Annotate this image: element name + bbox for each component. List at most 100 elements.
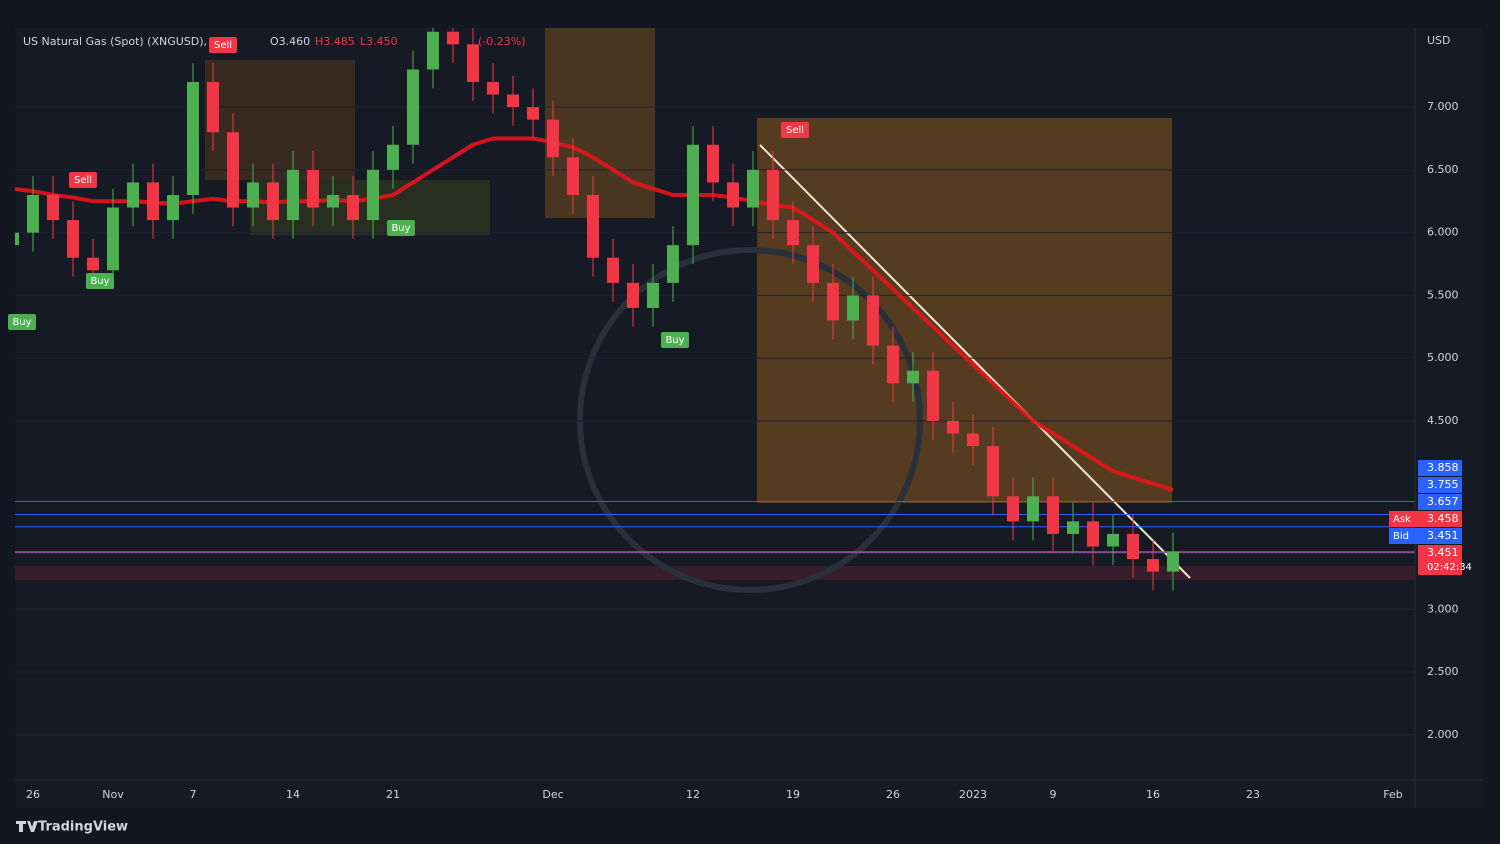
signal-badge	[86, 273, 114, 289]
candle-body	[1167, 551, 1179, 572]
candle-body	[427, 31, 439, 70]
y-tick-label: 4.500	[1427, 414, 1459, 427]
signal-badge	[8, 314, 36, 330]
candle-body	[907, 370, 919, 384]
candle-body	[87, 257, 99, 271]
candle-body	[1067, 521, 1079, 534]
signal-label: Sell	[74, 175, 92, 186]
price-tag	[1418, 460, 1462, 476]
candle-body	[107, 207, 119, 271]
signal-badge	[209, 37, 237, 53]
candle-body	[347, 194, 359, 221]
candle-body	[1027, 496, 1039, 522]
x-tick-label: Dec	[542, 788, 563, 801]
x-tick-label: 2023	[959, 788, 987, 801]
candle-body	[1087, 521, 1099, 547]
watermark	[577, 247, 923, 593]
candle-body	[987, 446, 999, 497]
candle-body	[927, 370, 939, 421]
ohlc: H3.485	[315, 35, 355, 48]
price-tag-name: Ask	[1393, 514, 1411, 525]
x-tick-label: Feb	[1383, 788, 1402, 801]
price-tag	[1389, 528, 1462, 544]
x-tick-label: 12	[686, 788, 700, 801]
price-tag-name: Bid	[1393, 531, 1409, 542]
x-tick-label: 9	[1050, 788, 1057, 801]
candle-body	[1007, 496, 1019, 522]
y-tick-label: 6.500	[1427, 163, 1459, 176]
y-tick-label: 7.000	[1427, 100, 1459, 113]
x-tick-label: 26	[886, 788, 900, 801]
candle-body	[787, 220, 799, 246]
currency: USD	[1427, 34, 1451, 47]
candle-body	[847, 295, 859, 321]
candle-body	[15, 232, 19, 246]
candle-body	[527, 107, 539, 120]
candle-body	[487, 81, 499, 95]
x-tick-label: 16	[1146, 788, 1160, 801]
price-tag	[1418, 477, 1462, 493]
price-tag-value: 3.451	[1427, 546, 1459, 559]
countdown: 02:42:34	[1427, 562, 1472, 573]
projection-box	[757, 118, 1172, 503]
change: (-0.23%)	[478, 35, 526, 48]
signal-label: Buy	[391, 223, 410, 234]
y-tick-label: 5.500	[1427, 288, 1459, 301]
candle-body	[1047, 496, 1059, 534]
y-tick-label: 2.000	[1427, 728, 1459, 741]
price-tag	[1418, 494, 1462, 510]
price-tag-value: 3.858	[1427, 461, 1459, 474]
x-tick-label: 21	[386, 788, 400, 801]
y-tick-label: 2.500	[1427, 665, 1459, 678]
candle-body	[27, 194, 39, 233]
support-zone	[15, 566, 1415, 580]
x-tick-label: Nov	[102, 788, 124, 801]
moving-average	[15, 136, 1174, 492]
candle-body	[1127, 533, 1139, 560]
candle-body	[747, 169, 759, 208]
x-tick-label: 7	[190, 788, 197, 801]
projection-box	[545, 28, 655, 218]
price-tag-value: 3.657	[1427, 495, 1459, 508]
candle-body	[367, 169, 379, 221]
candle-body	[667, 245, 679, 283]
candle-body	[827, 282, 839, 321]
candle-body	[967, 433, 979, 447]
candle-body	[127, 182, 139, 208]
y-tick-label: 5.000	[1427, 351, 1459, 364]
signal-badge	[661, 332, 689, 348]
series-layer	[15, 28, 1415, 736]
signal-badge	[387, 220, 415, 236]
price-tag	[1389, 511, 1462, 527]
brand-logo	[16, 821, 38, 832]
candle-body	[327, 194, 339, 208]
signal-label: Buy	[12, 317, 31, 328]
y-tick-label: 3.000	[1427, 602, 1459, 615]
candle-body	[267, 182, 279, 221]
price-tag	[1418, 545, 1462, 575]
candle-body	[567, 157, 579, 195]
ohlc: O3.460	[270, 35, 310, 48]
candle-body	[1147, 559, 1159, 572]
x-tick-label: 26	[26, 788, 40, 801]
signal-label: Sell	[214, 40, 232, 51]
y-tick-label: 6.000	[1427, 226, 1459, 239]
symbol-title: US Natural Gas (Spot) (XNGUSD), 4H	[23, 35, 226, 48]
candle-body	[647, 282, 659, 308]
candle-body	[407, 69, 419, 145]
price-tag-value: 3.458	[1427, 512, 1459, 525]
signal-label: Buy	[665, 335, 684, 346]
candle-body	[607, 257, 619, 283]
ohlc: L3.450	[360, 35, 398, 48]
brand: TradingView	[38, 820, 128, 835]
signal-badge	[781, 122, 809, 138]
candle-body	[387, 144, 399, 170]
candle-body	[287, 169, 299, 221]
candle-body	[707, 144, 719, 183]
signal-label: Sell	[786, 125, 804, 136]
candle-body	[687, 144, 699, 246]
x-tick-label: 23	[1246, 788, 1260, 801]
candle-body	[507, 94, 519, 108]
candle-body	[67, 220, 79, 258]
